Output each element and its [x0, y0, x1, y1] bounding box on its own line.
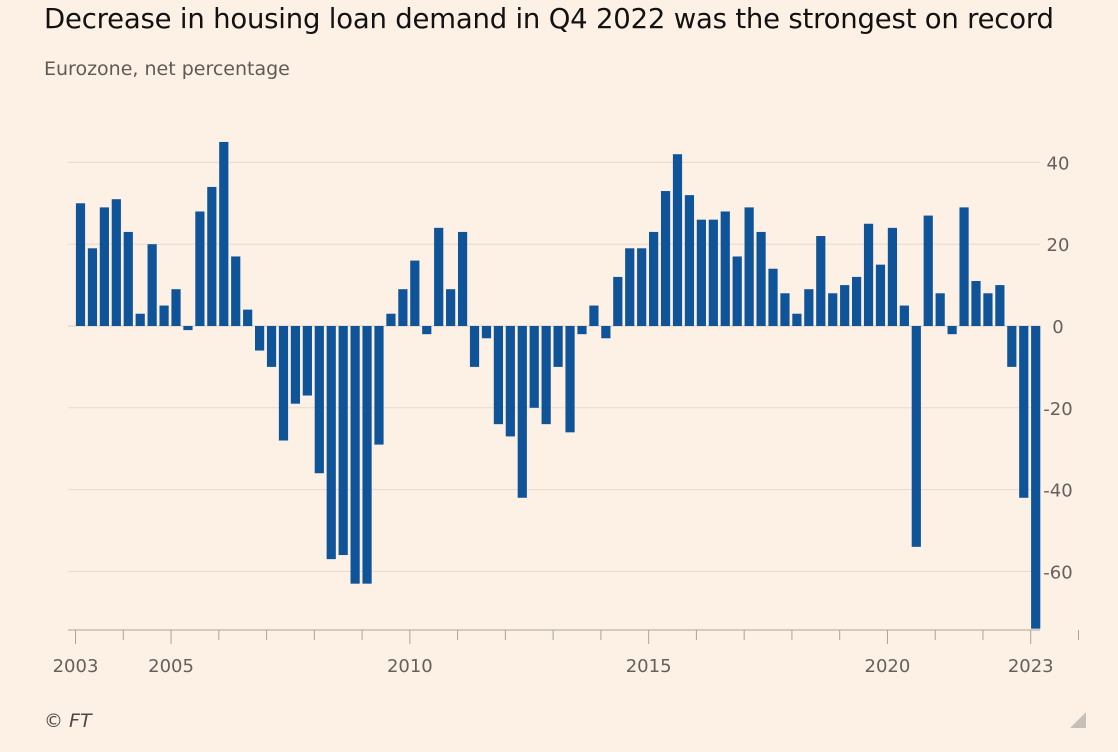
bar [326, 326, 336, 560]
bar [398, 289, 408, 326]
resize-corner-icon [1070, 712, 1086, 728]
bar [541, 326, 551, 425]
bar [517, 326, 527, 498]
bar [87, 248, 98, 326]
x-tick-label: 2010 [387, 656, 433, 677]
bar [266, 326, 277, 367]
bar [708, 219, 718, 326]
bar [99, 207, 109, 326]
bar [135, 313, 145, 326]
bar [672, 154, 683, 326]
bar [995, 285, 1005, 326]
bar [171, 289, 181, 326]
x-tick-label: 2020 [865, 656, 911, 677]
bar [374, 326, 384, 445]
bar [553, 326, 563, 367]
bar [756, 231, 766, 326]
bar [362, 326, 372, 584]
bar [386, 313, 396, 326]
bar [732, 256, 742, 326]
bar [111, 199, 121, 326]
bar [338, 326, 348, 556]
bar [75, 203, 86, 326]
bar [350, 326, 360, 584]
source-credit: © FT [44, 710, 92, 732]
x-tick-label: 2003 [53, 656, 99, 677]
bar [1019, 326, 1029, 498]
bar [207, 186, 217, 326]
bar [481, 326, 492, 339]
bar [195, 211, 205, 326]
chart-subtitle: Eurozone, net percentage [44, 58, 290, 80]
bar [792, 313, 802, 326]
bar [231, 256, 241, 326]
bar [852, 276, 862, 326]
bar [840, 285, 850, 326]
bar [804, 289, 814, 326]
bar [565, 326, 575, 433]
bar [457, 231, 468, 326]
bar [159, 305, 169, 326]
bar [469, 326, 480, 367]
bar [744, 207, 754, 326]
y-tick-label: -40 [1043, 481, 1072, 502]
bar [947, 326, 957, 335]
bar [768, 268, 778, 326]
bar [601, 326, 611, 339]
bar [529, 326, 539, 408]
bar [816, 236, 826, 326]
bar [147, 244, 157, 326]
bar [123, 231, 133, 326]
bar [684, 195, 695, 326]
bar [410, 260, 420, 326]
bar [290, 326, 301, 404]
bar [589, 305, 599, 326]
bar [637, 248, 647, 326]
bar [505, 326, 515, 437]
bar [183, 326, 193, 331]
bar [278, 326, 289, 441]
bar [434, 227, 444, 326]
bar [696, 219, 706, 326]
bar [720, 211, 730, 326]
bar [1031, 326, 1041, 629]
bar [959, 207, 969, 326]
x-tick-label: 2023 [1008, 656, 1054, 677]
x-tick-label: 2005 [148, 656, 194, 677]
y-tick-label: 40 [1047, 153, 1070, 174]
bar [493, 326, 503, 425]
bar [625, 248, 635, 326]
bar [649, 231, 659, 326]
y-tick-label: 20 [1047, 235, 1070, 256]
bar [971, 281, 981, 326]
bar [887, 227, 898, 326]
bar [219, 141, 229, 326]
bar [255, 326, 265, 351]
bar-chart: 40 20 0 -20 -40 -60 2003 2005 2010 2015 2020 2023 [53, 141, 1079, 677]
bar [446, 289, 456, 326]
bar [983, 293, 993, 326]
bar [314, 326, 324, 474]
chart-title: Decrease in housing loan demand in Q4 20… [44, 3, 1054, 35]
y-tick-label: -60 [1043, 562, 1072, 583]
y-tick-label: 0 [1052, 317, 1063, 338]
bar [923, 215, 933, 326]
bar [422, 326, 432, 335]
bar [875, 264, 886, 326]
bar [660, 191, 671, 326]
bar [613, 276, 623, 326]
bar [911, 326, 921, 547]
x-tick-label: 2015 [626, 656, 672, 677]
bar [863, 223, 874, 326]
bar [828, 293, 838, 326]
bar [1007, 326, 1017, 367]
bar [780, 293, 790, 326]
bar [302, 326, 312, 396]
y-tick-label: -20 [1043, 399, 1072, 420]
bar [243, 309, 253, 326]
bar [935, 293, 945, 326]
bar [577, 326, 587, 335]
bar [899, 305, 909, 326]
